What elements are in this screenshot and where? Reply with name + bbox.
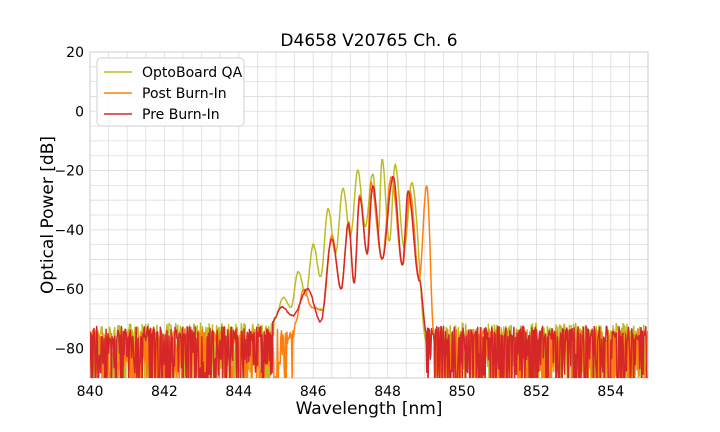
legend-label: OptoBoard QA bbox=[142, 65, 243, 81]
x-tick-label: 852 bbox=[523, 384, 550, 400]
legend: OptoBoard QA Post Burn-In Pre Burn-In bbox=[96, 57, 245, 127]
tick-labels: 840 842 844 846 848 850 852 854 20 0 −20 −40 −60 −80 bbox=[54, 45, 624, 400]
y-tick-label: −40 bbox=[54, 223, 84, 239]
y-tick-label: −80 bbox=[54, 341, 84, 357]
legend-label: Pre Burn-In bbox=[142, 107, 220, 123]
x-tick-label: 848 bbox=[374, 384, 401, 400]
x-tick-label: 844 bbox=[225, 384, 252, 400]
x-tick-label: 842 bbox=[151, 384, 178, 400]
x-tick-label: 840 bbox=[77, 384, 104, 400]
x-tick-label: 854 bbox=[597, 384, 624, 400]
legend-box bbox=[96, 57, 245, 127]
series-layer bbox=[90, 158, 648, 378]
y-tick-label: 20 bbox=[66, 45, 84, 61]
series-line-pre-burn-in bbox=[90, 176, 648, 378]
chart-title: D4658 V20765 Ch. 6 bbox=[280, 31, 457, 51]
x-axis-label: Wavelength [nm] bbox=[296, 399, 443, 419]
plot-frame bbox=[89, 51, 649, 379]
x-tick-label: 850 bbox=[449, 384, 476, 400]
y-tick-label: 0 bbox=[75, 104, 84, 120]
y-tick-label: −60 bbox=[54, 282, 84, 298]
legend-label: Post Burn-In bbox=[142, 86, 227, 102]
y-tick-label: −20 bbox=[54, 164, 84, 180]
x-tick-label: 846 bbox=[300, 384, 327, 400]
y-axis-label: Optical Power [dB] bbox=[38, 136, 58, 294]
